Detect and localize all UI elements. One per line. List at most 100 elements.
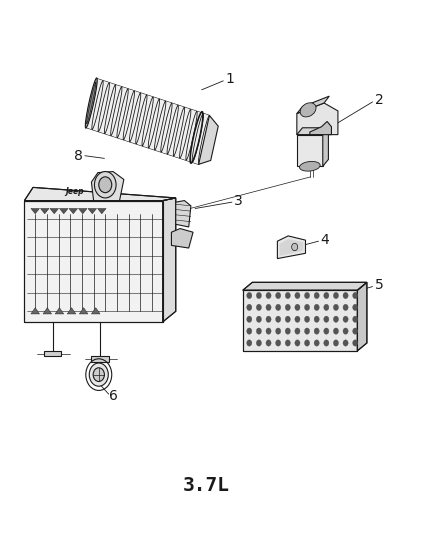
Circle shape [295,292,300,298]
Circle shape [276,304,281,311]
Circle shape [256,316,261,322]
Polygon shape [92,308,100,314]
Ellipse shape [85,78,97,128]
Polygon shape [40,208,49,214]
Circle shape [304,304,310,311]
Circle shape [324,304,329,311]
Circle shape [295,304,300,311]
Circle shape [285,292,290,298]
Circle shape [343,292,348,298]
Circle shape [324,340,329,346]
Polygon shape [69,208,78,214]
Circle shape [314,316,319,322]
Circle shape [276,292,281,298]
Polygon shape [171,229,193,248]
Polygon shape [176,200,191,227]
Polygon shape [67,308,76,314]
Circle shape [353,328,358,334]
Polygon shape [243,282,367,290]
Text: 3.7L: 3.7L [183,476,230,495]
Circle shape [266,316,271,322]
Text: Jeep: Jeep [65,187,84,196]
Polygon shape [78,208,87,214]
Circle shape [353,304,358,311]
Text: 4: 4 [321,233,329,247]
Polygon shape [25,200,163,322]
Circle shape [343,340,348,346]
Polygon shape [310,122,332,135]
Polygon shape [50,208,59,214]
Circle shape [333,316,339,322]
Circle shape [256,304,261,311]
Circle shape [292,243,298,251]
Text: 5: 5 [374,278,383,292]
Polygon shape [357,282,367,351]
Circle shape [295,340,300,346]
Polygon shape [243,290,357,351]
Circle shape [285,304,290,311]
Circle shape [247,304,252,311]
Circle shape [256,292,261,298]
Circle shape [314,304,319,311]
Circle shape [324,316,329,322]
Polygon shape [277,236,305,259]
Circle shape [295,328,300,334]
Polygon shape [92,356,109,362]
Text: 2: 2 [374,93,383,107]
Circle shape [89,363,108,386]
Circle shape [266,292,271,298]
Text: 3: 3 [234,193,243,207]
Text: 8: 8 [74,149,83,163]
Polygon shape [163,198,176,322]
Circle shape [353,292,358,298]
Circle shape [343,316,348,322]
Circle shape [266,328,271,334]
Ellipse shape [300,103,316,117]
Polygon shape [86,78,209,164]
Circle shape [314,328,319,334]
Polygon shape [297,135,323,166]
Polygon shape [25,188,176,200]
Circle shape [93,368,104,382]
Polygon shape [31,208,39,214]
Circle shape [285,316,290,322]
Polygon shape [199,116,218,164]
Circle shape [333,292,339,298]
Circle shape [314,340,319,346]
Circle shape [247,328,252,334]
Circle shape [304,292,310,298]
Polygon shape [297,128,328,135]
Circle shape [314,292,319,298]
Text: 1: 1 [226,72,234,86]
Circle shape [95,172,116,198]
Circle shape [353,316,358,322]
Polygon shape [79,308,88,314]
Polygon shape [323,128,328,166]
Circle shape [333,340,339,346]
Circle shape [343,328,348,334]
Circle shape [256,340,261,346]
Circle shape [324,328,329,334]
Polygon shape [55,308,64,314]
Ellipse shape [87,82,96,124]
Circle shape [304,340,310,346]
Circle shape [304,316,310,322]
Polygon shape [297,103,338,135]
Polygon shape [60,208,68,214]
Polygon shape [297,96,329,114]
Circle shape [353,340,358,346]
Circle shape [266,304,271,311]
Circle shape [266,340,271,346]
Polygon shape [88,208,97,214]
Circle shape [333,304,339,311]
Polygon shape [92,172,124,200]
Circle shape [276,328,281,334]
Circle shape [247,292,252,298]
Circle shape [324,292,329,298]
Text: 6: 6 [109,389,117,403]
Circle shape [343,304,348,311]
Circle shape [333,328,339,334]
Polygon shape [43,308,52,314]
Circle shape [285,328,290,334]
Circle shape [276,316,281,322]
